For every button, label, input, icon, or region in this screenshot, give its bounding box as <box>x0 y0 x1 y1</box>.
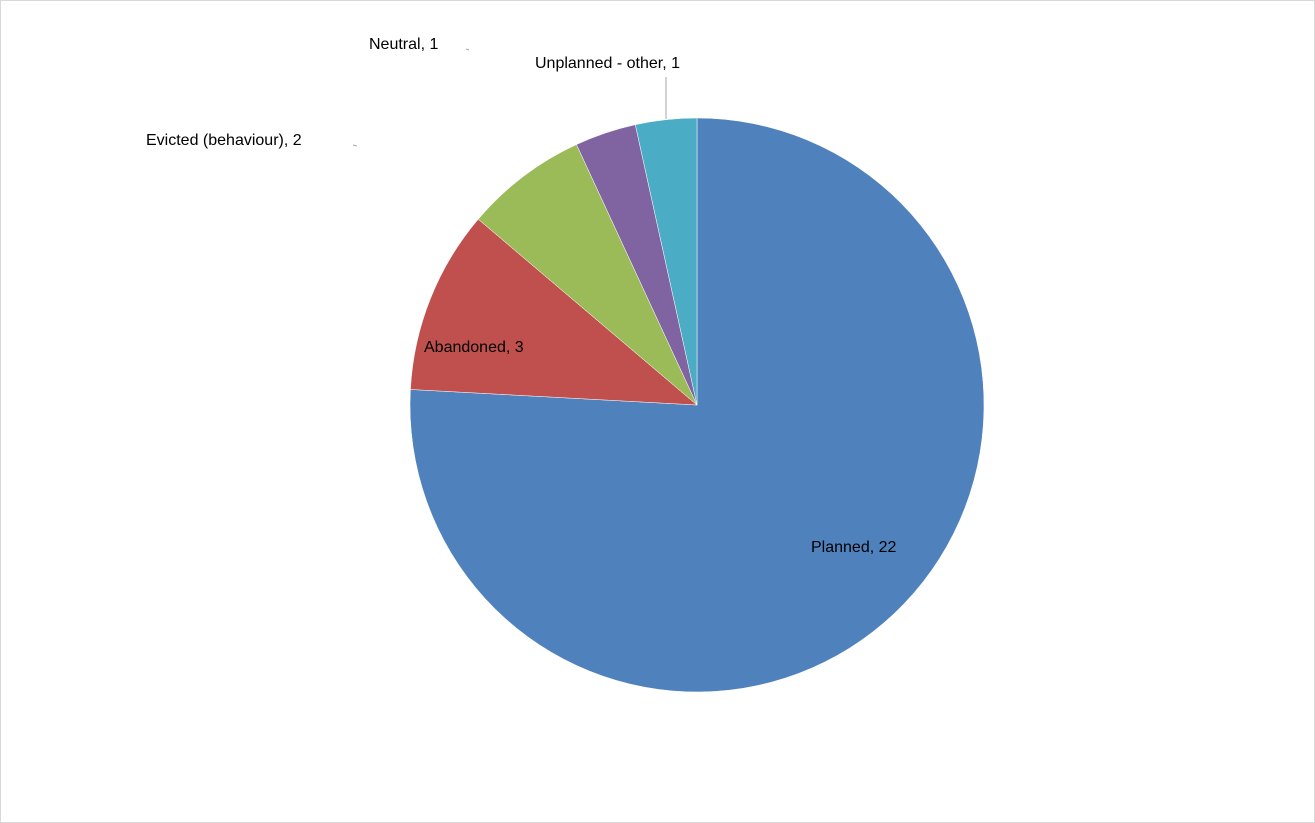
data-labels: Planned, 22 Abandoned, 3 Evicted (behaviou… <box>146 36 897 556</box>
data-label-abandoned: Abandoned, 3 <box>424 339 524 356</box>
leader-line-neutral <box>465 48 470 51</box>
data-label-unplanned-other: Unplanned - other, 1 <box>535 55 680 72</box>
pie-slice-unplanned-other <box>635 117 698 406</box>
data-label-planned: Planned, 22 <box>811 539 897 556</box>
pie-slice-evicted-behaviour <box>477 144 698 406</box>
pie-slice-abandoned <box>410 218 698 406</box>
slices-layer <box>409 117 985 693</box>
data-label-evicted-behaviour: Evicted (behaviour), 2 <box>146 132 302 149</box>
leader-lines <box>352 48 667 147</box>
leader-line-evicted-behaviour <box>352 144 358 147</box>
data-label-neutral: Neutral, 1 <box>369 36 438 53</box>
